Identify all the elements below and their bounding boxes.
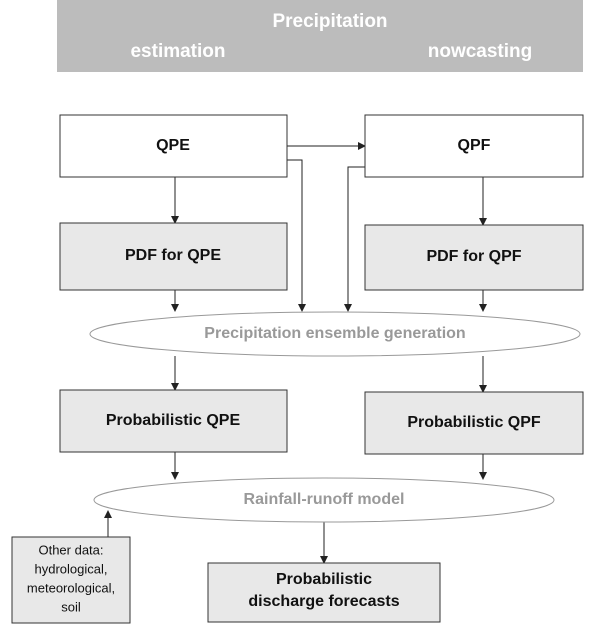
box-qpf: [364, 114, 584, 178]
node-label: discharge forecasts: [248, 593, 399, 610]
node-label: PDF for QPF: [426, 248, 521, 265]
box-qpe: [59, 114, 288, 178]
node-label: QPF: [458, 137, 491, 154]
box-pdf-qpe: [59, 222, 288, 291]
box-prob-qpe: [59, 389, 288, 453]
node-label: Precipitation ensemble generation: [204, 325, 465, 342]
box-prob-qpf: [364, 391, 584, 455]
box-discharge: [207, 562, 441, 623]
node-label: Probabilistic QPE: [106, 412, 241, 429]
header-right: nowcasting: [428, 41, 533, 62]
arrows: [104, 142, 487, 564]
node-label: Probabilistic QPF: [407, 414, 541, 431]
header-band: [57, 0, 583, 72]
node-label: Rainfall-runoff model: [244, 491, 405, 508]
node-label: PDF for QPE: [125, 247, 221, 264]
node-label: hydrological,: [35, 561, 108, 576]
node-label: Probabilistic: [276, 571, 372, 588]
box-other-data: [11, 536, 131, 624]
box-pdf-qpf: [364, 224, 584, 291]
header-title: Precipitation: [272, 11, 387, 32]
ellipse-runoff: [93, 477, 555, 523]
header-left: estimation: [130, 41, 225, 62]
node-label: soil: [61, 599, 81, 614]
ellipse-ensemble: [89, 311, 581, 357]
node-label: Other data:: [38, 542, 103, 557]
node-label: QPE: [156, 137, 190, 154]
node-label: meteorological,: [27, 580, 115, 595]
